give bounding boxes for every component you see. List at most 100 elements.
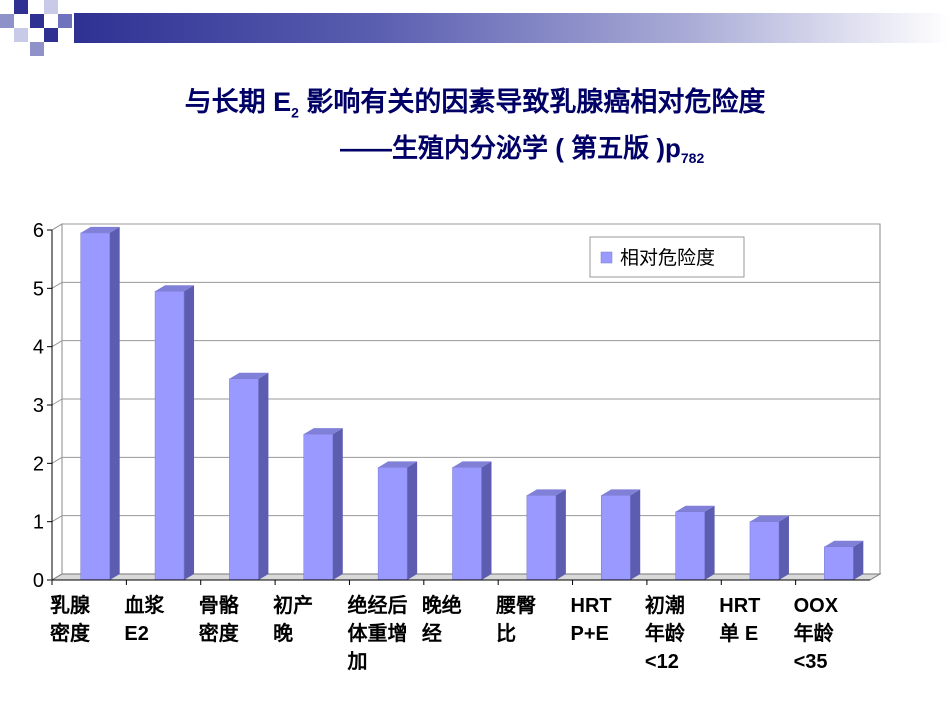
title-line2-sub: 782: [680, 150, 705, 167]
bar-side: [407, 461, 418, 580]
bar: [452, 467, 482, 581]
y-tick-label: 2: [33, 453, 44, 475]
bar-top: [824, 540, 864, 547]
bar-top: [526, 489, 566, 496]
bar: [749, 521, 780, 581]
x-tick-label: 骨骼 密度: [199, 592, 269, 648]
x-tick-label: 初产晚: [273, 592, 343, 648]
bar-side: [630, 489, 641, 580]
bar-chart: 0 1 2 3 4 5 6 相对危险度: [33, 220, 882, 592]
gridline-side: [51, 515, 63, 523]
x-tick-label-line: <12: [644, 651, 679, 673]
deco-square: [44, 28, 58, 42]
bar: [303, 433, 334, 581]
legend-label: 相对危险度: [620, 247, 715, 269]
x-tick-label: OOX 年龄 <35: [794, 592, 864, 676]
deco-square: [30, 42, 44, 56]
x-tick-label: 绝经后 体重增加: [347, 592, 417, 676]
x-tick-label-line: 体重增: [347, 623, 408, 645]
x-tick-label-line: 血浆: [124, 595, 165, 617]
bar-side: [555, 489, 566, 580]
chart-title: 与长期 E2 影响有关的因素导致乳腺癌相对危险度: [0, 80, 950, 120]
x-tick-label: HRT P+E: [571, 592, 641, 648]
y-tick-label: 5: [33, 278, 44, 300]
x-tick-label: 乳腺 密度: [50, 592, 120, 648]
bar-top: [452, 461, 492, 468]
x-tick-label-line: 晚绝: [421, 595, 462, 617]
bar-top: [675, 505, 715, 512]
y-tick-label: 0: [33, 570, 44, 592]
x-tick-label: 腰臀比: [496, 592, 566, 648]
legend-swatch: [600, 251, 613, 264]
x-tick-label: 晚绝经: [422, 592, 492, 648]
y-tick-label: 4: [33, 337, 44, 359]
x-tick-label-line: 密度: [50, 623, 90, 645]
x-tick-label: 血浆 E2: [124, 592, 194, 648]
bar-top: [378, 461, 418, 468]
x-tick-label-line: 比: [496, 623, 517, 645]
bar: [80, 232, 110, 581]
bar-side: [332, 428, 343, 580]
bar-top: [80, 226, 120, 233]
x-tick-label: HRT 单 E: [719, 592, 789, 648]
bar-top: [155, 285, 195, 292]
x-tick-label-line: 年龄: [793, 623, 834, 645]
bar: [154, 291, 185, 581]
bar-top: [229, 372, 269, 379]
bar-side: [184, 285, 195, 580]
header-gradient-band: [74, 13, 950, 43]
gridline-side: [51, 340, 63, 348]
gridline-side: [51, 456, 63, 464]
y-tick-label: 6: [33, 220, 44, 242]
bar: [526, 495, 557, 581]
bar: [600, 495, 631, 581]
gridline-side: [51, 223, 63, 231]
deco-square: [30, 14, 44, 28]
gridline-side: [51, 281, 63, 289]
x-tick-label-line: E2: [124, 623, 149, 645]
x-tick-label-line: 乳腺: [50, 595, 90, 617]
gridline-side: [51, 398, 63, 406]
x-tick-label-line: HRT: [570, 595, 612, 617]
x-tick-label-line: OOX: [793, 595, 839, 617]
x-tick-label-line: HRT: [719, 595, 761, 617]
bar-top: [303, 428, 343, 435]
bar-side: [481, 461, 492, 580]
deco-square: [0, 14, 14, 28]
y-tick-label: 1: [33, 512, 44, 534]
x-tick-label-line: <35: [793, 651, 828, 673]
deco-square: [14, 0, 28, 14]
bar-side: [853, 540, 864, 580]
x-tick-label: 初潮年龄 <12: [645, 592, 715, 676]
y-tick-label: 3: [33, 395, 44, 417]
x-tick-label-line: 骨骼: [198, 595, 239, 617]
title-line2-pre: ——生殖内分泌学 ( 第五版 )p: [340, 133, 681, 163]
deco-square: [44, 0, 58, 14]
x-tick-label-line: 绝经后: [347, 595, 408, 617]
legend-box: [589, 236, 745, 278]
x-tick-label-line: 初产: [273, 595, 314, 617]
x-tick-label-line: 密度: [198, 623, 239, 645]
bar: [675, 511, 705, 581]
decorative-header: [0, 0, 950, 60]
deco-square: [58, 14, 72, 28]
bar-top: [601, 489, 641, 496]
title-line1-sub: 2: [291, 104, 299, 121]
title-line1-post: 影响有关的因素导致乳腺癌相对危险度: [298, 87, 766, 117]
x-tick-label-line: 腰臀: [496, 595, 537, 617]
x-tick-label-line: 加: [347, 651, 368, 673]
x-tick-label-line: 年龄: [644, 623, 685, 645]
deco-square: [14, 28, 28, 42]
bar: [377, 467, 408, 581]
bar: [229, 378, 259, 581]
bar-top: [749, 515, 789, 522]
title-line1-pre: 与长期 E: [184, 87, 292, 117]
x-tick-label-line: P+E: [570, 623, 609, 645]
bar-side: [109, 226, 120, 580]
x-tick-label-line: 晚: [273, 623, 294, 645]
chart-subtitle: ——生殖内分泌学 ( 第五版 )p782: [340, 128, 704, 166]
bar-side: [258, 372, 269, 580]
x-tick-label-line: 单 E: [719, 623, 759, 645]
x-tick-label-line: 初潮: [644, 595, 685, 617]
x-tick-label-line: 经: [421, 623, 442, 645]
